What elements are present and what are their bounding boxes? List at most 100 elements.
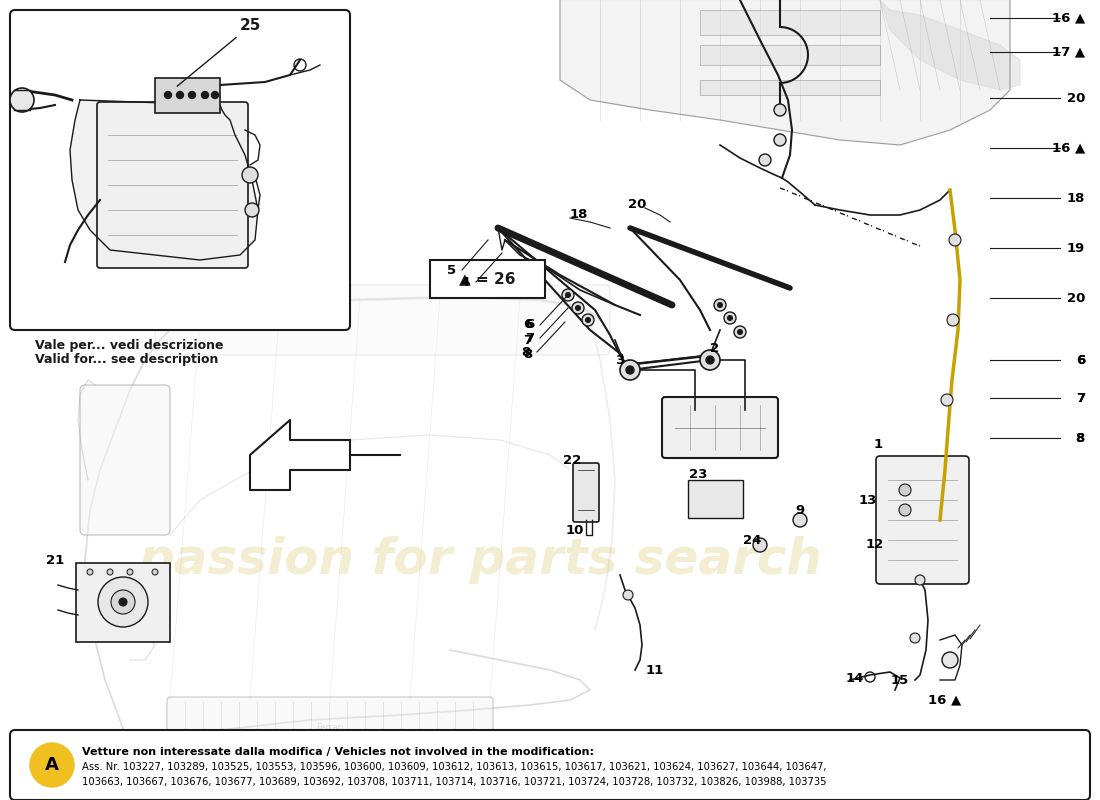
FancyBboxPatch shape [80, 385, 170, 535]
Text: 14: 14 [846, 671, 865, 685]
Text: 9: 9 [795, 503, 804, 517]
Text: 6: 6 [1076, 354, 1085, 366]
FancyBboxPatch shape [662, 397, 778, 458]
Text: 5: 5 [447, 263, 456, 277]
Text: 7: 7 [525, 331, 533, 345]
Circle shape [119, 598, 126, 606]
Circle shape [152, 569, 158, 575]
Text: 6: 6 [522, 318, 532, 331]
Bar [700, 80, 880, 95]
Text: 20: 20 [628, 198, 647, 211]
FancyBboxPatch shape [155, 285, 610, 355]
Text: Ferrari: Ferrari [317, 723, 343, 732]
Text: 18: 18 [570, 209, 589, 222]
Text: 20: 20 [1067, 91, 1085, 105]
Text: 6: 6 [1076, 354, 1085, 366]
Circle shape [949, 234, 961, 246]
Text: 2: 2 [711, 342, 719, 354]
Circle shape [245, 203, 258, 217]
Circle shape [714, 299, 726, 311]
Text: 16 ▲: 16 ▲ [1052, 11, 1085, 25]
Circle shape [737, 330, 742, 334]
Circle shape [565, 293, 571, 298]
FancyBboxPatch shape [10, 10, 350, 330]
Bar [688, 480, 742, 518]
Circle shape [947, 314, 959, 326]
Circle shape [562, 289, 574, 301]
Polygon shape [70, 100, 258, 260]
Circle shape [242, 167, 258, 183]
FancyBboxPatch shape [430, 260, 544, 298]
FancyBboxPatch shape [573, 463, 600, 522]
Circle shape [727, 315, 733, 321]
Circle shape [165, 91, 172, 98]
Text: 20: 20 [1067, 291, 1085, 305]
Text: 17 ▲: 17 ▲ [1052, 46, 1085, 58]
Circle shape [793, 513, 807, 527]
Circle shape [899, 504, 911, 516]
Text: A: A [45, 756, 59, 774]
Circle shape [706, 356, 714, 364]
Circle shape [107, 569, 113, 575]
Text: 4: 4 [461, 275, 470, 289]
Circle shape [910, 633, 920, 643]
Circle shape [87, 569, 94, 575]
Text: 22: 22 [563, 454, 581, 466]
FancyBboxPatch shape [167, 697, 493, 758]
Circle shape [774, 134, 786, 146]
Text: Vetture non interessate dalla modifica / Vehicles not involved in the modificati: Vetture non interessate dalla modifica /… [82, 747, 594, 757]
Text: ▲ = 26: ▲ = 26 [459, 271, 515, 286]
Text: 7: 7 [1076, 391, 1085, 405]
Text: 23: 23 [689, 469, 707, 482]
Polygon shape [880, 0, 1020, 90]
Circle shape [623, 590, 632, 600]
Text: Ass. Nr. 103227, 103289, 103525, 103553, 103596, 103600, 103609, 103612, 103613,: Ass. Nr. 103227, 103289, 103525, 103553,… [82, 762, 826, 772]
Text: 8: 8 [522, 349, 532, 362]
Circle shape [211, 91, 219, 98]
Circle shape [30, 743, 74, 787]
Text: 16 ▲: 16 ▲ [928, 694, 961, 706]
Text: 25: 25 [177, 18, 262, 86]
Text: Valid for... see description: Valid for... see description [35, 354, 219, 366]
Circle shape [585, 318, 591, 322]
Circle shape [717, 302, 723, 307]
Text: 24: 24 [742, 534, 761, 546]
Circle shape [582, 314, 594, 326]
Circle shape [188, 91, 196, 98]
Circle shape [724, 312, 736, 324]
Polygon shape [560, 0, 1010, 145]
Circle shape [700, 350, 720, 370]
Text: 3: 3 [615, 354, 625, 366]
Text: 7: 7 [1076, 391, 1085, 405]
Circle shape [201, 91, 209, 98]
Text: 10: 10 [565, 523, 584, 537]
Circle shape [774, 104, 786, 116]
Text: Vale per... vedi descrizione: Vale per... vedi descrizione [35, 338, 223, 351]
Text: 8: 8 [521, 346, 531, 358]
Text: 8: 8 [1076, 431, 1085, 445]
Text: 18: 18 [1067, 191, 1085, 205]
Circle shape [754, 538, 767, 552]
Circle shape [176, 91, 184, 98]
Circle shape [915, 575, 925, 585]
Text: 1: 1 [873, 438, 882, 451]
Text: passion for parts search: passion for parts search [138, 536, 822, 584]
Text: 6: 6 [525, 318, 533, 331]
Text: 21: 21 [46, 554, 64, 566]
Circle shape [572, 302, 584, 314]
Circle shape [940, 394, 953, 406]
Circle shape [620, 360, 640, 380]
Text: 7: 7 [522, 334, 532, 346]
Text: 13: 13 [859, 494, 877, 506]
Bar [700, 45, 880, 65]
Circle shape [626, 366, 634, 374]
Text: 103663, 103667, 103676, 103677, 103689, 103692, 103708, 103711, 103714, 103716, : 103663, 103667, 103676, 103677, 103689, … [82, 777, 826, 787]
Circle shape [759, 154, 771, 166]
Circle shape [10, 88, 34, 112]
Circle shape [111, 590, 135, 614]
Circle shape [126, 569, 133, 575]
FancyBboxPatch shape [97, 102, 248, 268]
FancyBboxPatch shape [10, 730, 1090, 800]
Text: 19: 19 [1067, 242, 1085, 254]
Circle shape [734, 326, 746, 338]
